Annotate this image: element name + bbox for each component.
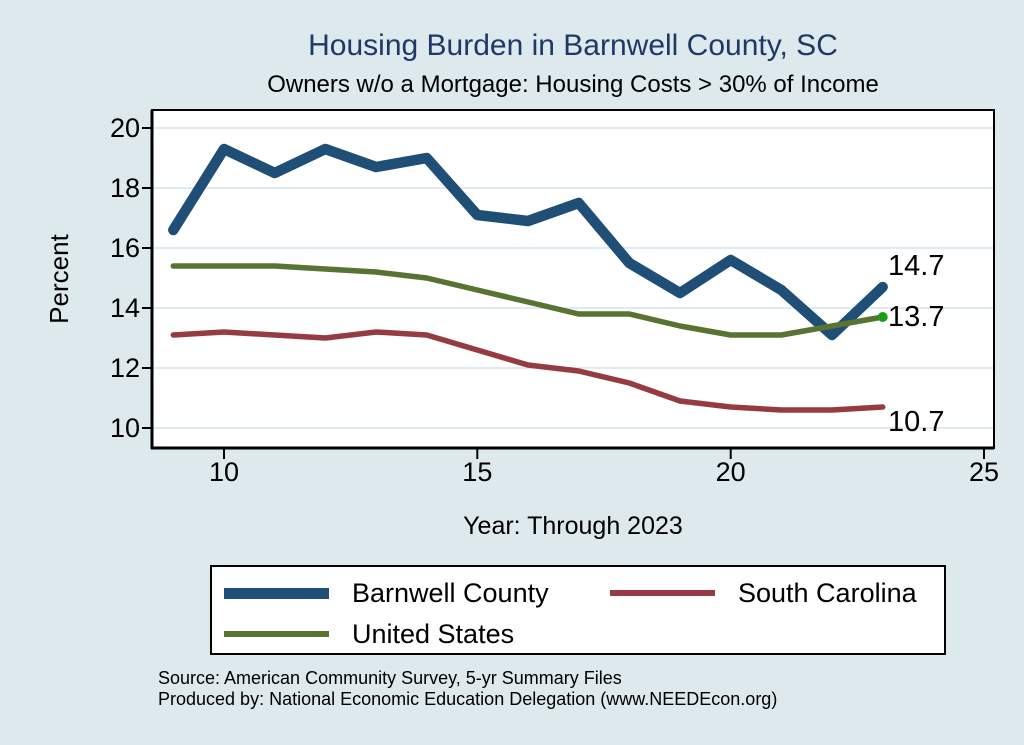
- source-line-2: Produced by: National Economic Education…: [158, 689, 778, 709]
- legend-swatch: [610, 590, 715, 596]
- legend-item-label: Barnwell County: [352, 578, 549, 608]
- x-tick-label: 15: [462, 457, 493, 487]
- legend: Barnwell County South Carolina United Stat…: [210, 565, 946, 655]
- y-tick-label: 14: [109, 293, 140, 323]
- x-tick-label: 10: [208, 457, 240, 487]
- y-tick-label: 16: [109, 233, 140, 263]
- legend-swatch: [224, 631, 329, 637]
- legend-swatch: [224, 587, 329, 599]
- chart-subtitle: Owners w/o a Mortgage: Housing Costs > 3…: [267, 71, 879, 98]
- y-tick-label: 12: [109, 353, 140, 383]
- series-end-label: 10.7: [888, 406, 945, 438]
- source-line-1: Source: American Community Survey, 5-yr …: [158, 668, 622, 688]
- x-axis-title: Year: Through 2023: [463, 512, 683, 540]
- chart-title: Housing Burden in Barnwell County, SC: [308, 29, 838, 62]
- y-tick-label: 18: [109, 173, 140, 203]
- legend-item-label: South Carolina: [738, 578, 917, 608]
- legend-item-label: United States: [352, 619, 515, 649]
- chart-canvas: [142, 109, 995, 459]
- x-tick-label: 25: [968, 457, 1000, 487]
- y-tick-label: 20: [109, 113, 140, 143]
- x-tick-label: 20: [715, 457, 746, 487]
- y-tick-label: 10: [109, 413, 140, 443]
- series-end-label: 14.7: [888, 250, 945, 282]
- y-axis-title: Percent: [44, 234, 74, 324]
- series-end-label: 13.7: [888, 301, 945, 333]
